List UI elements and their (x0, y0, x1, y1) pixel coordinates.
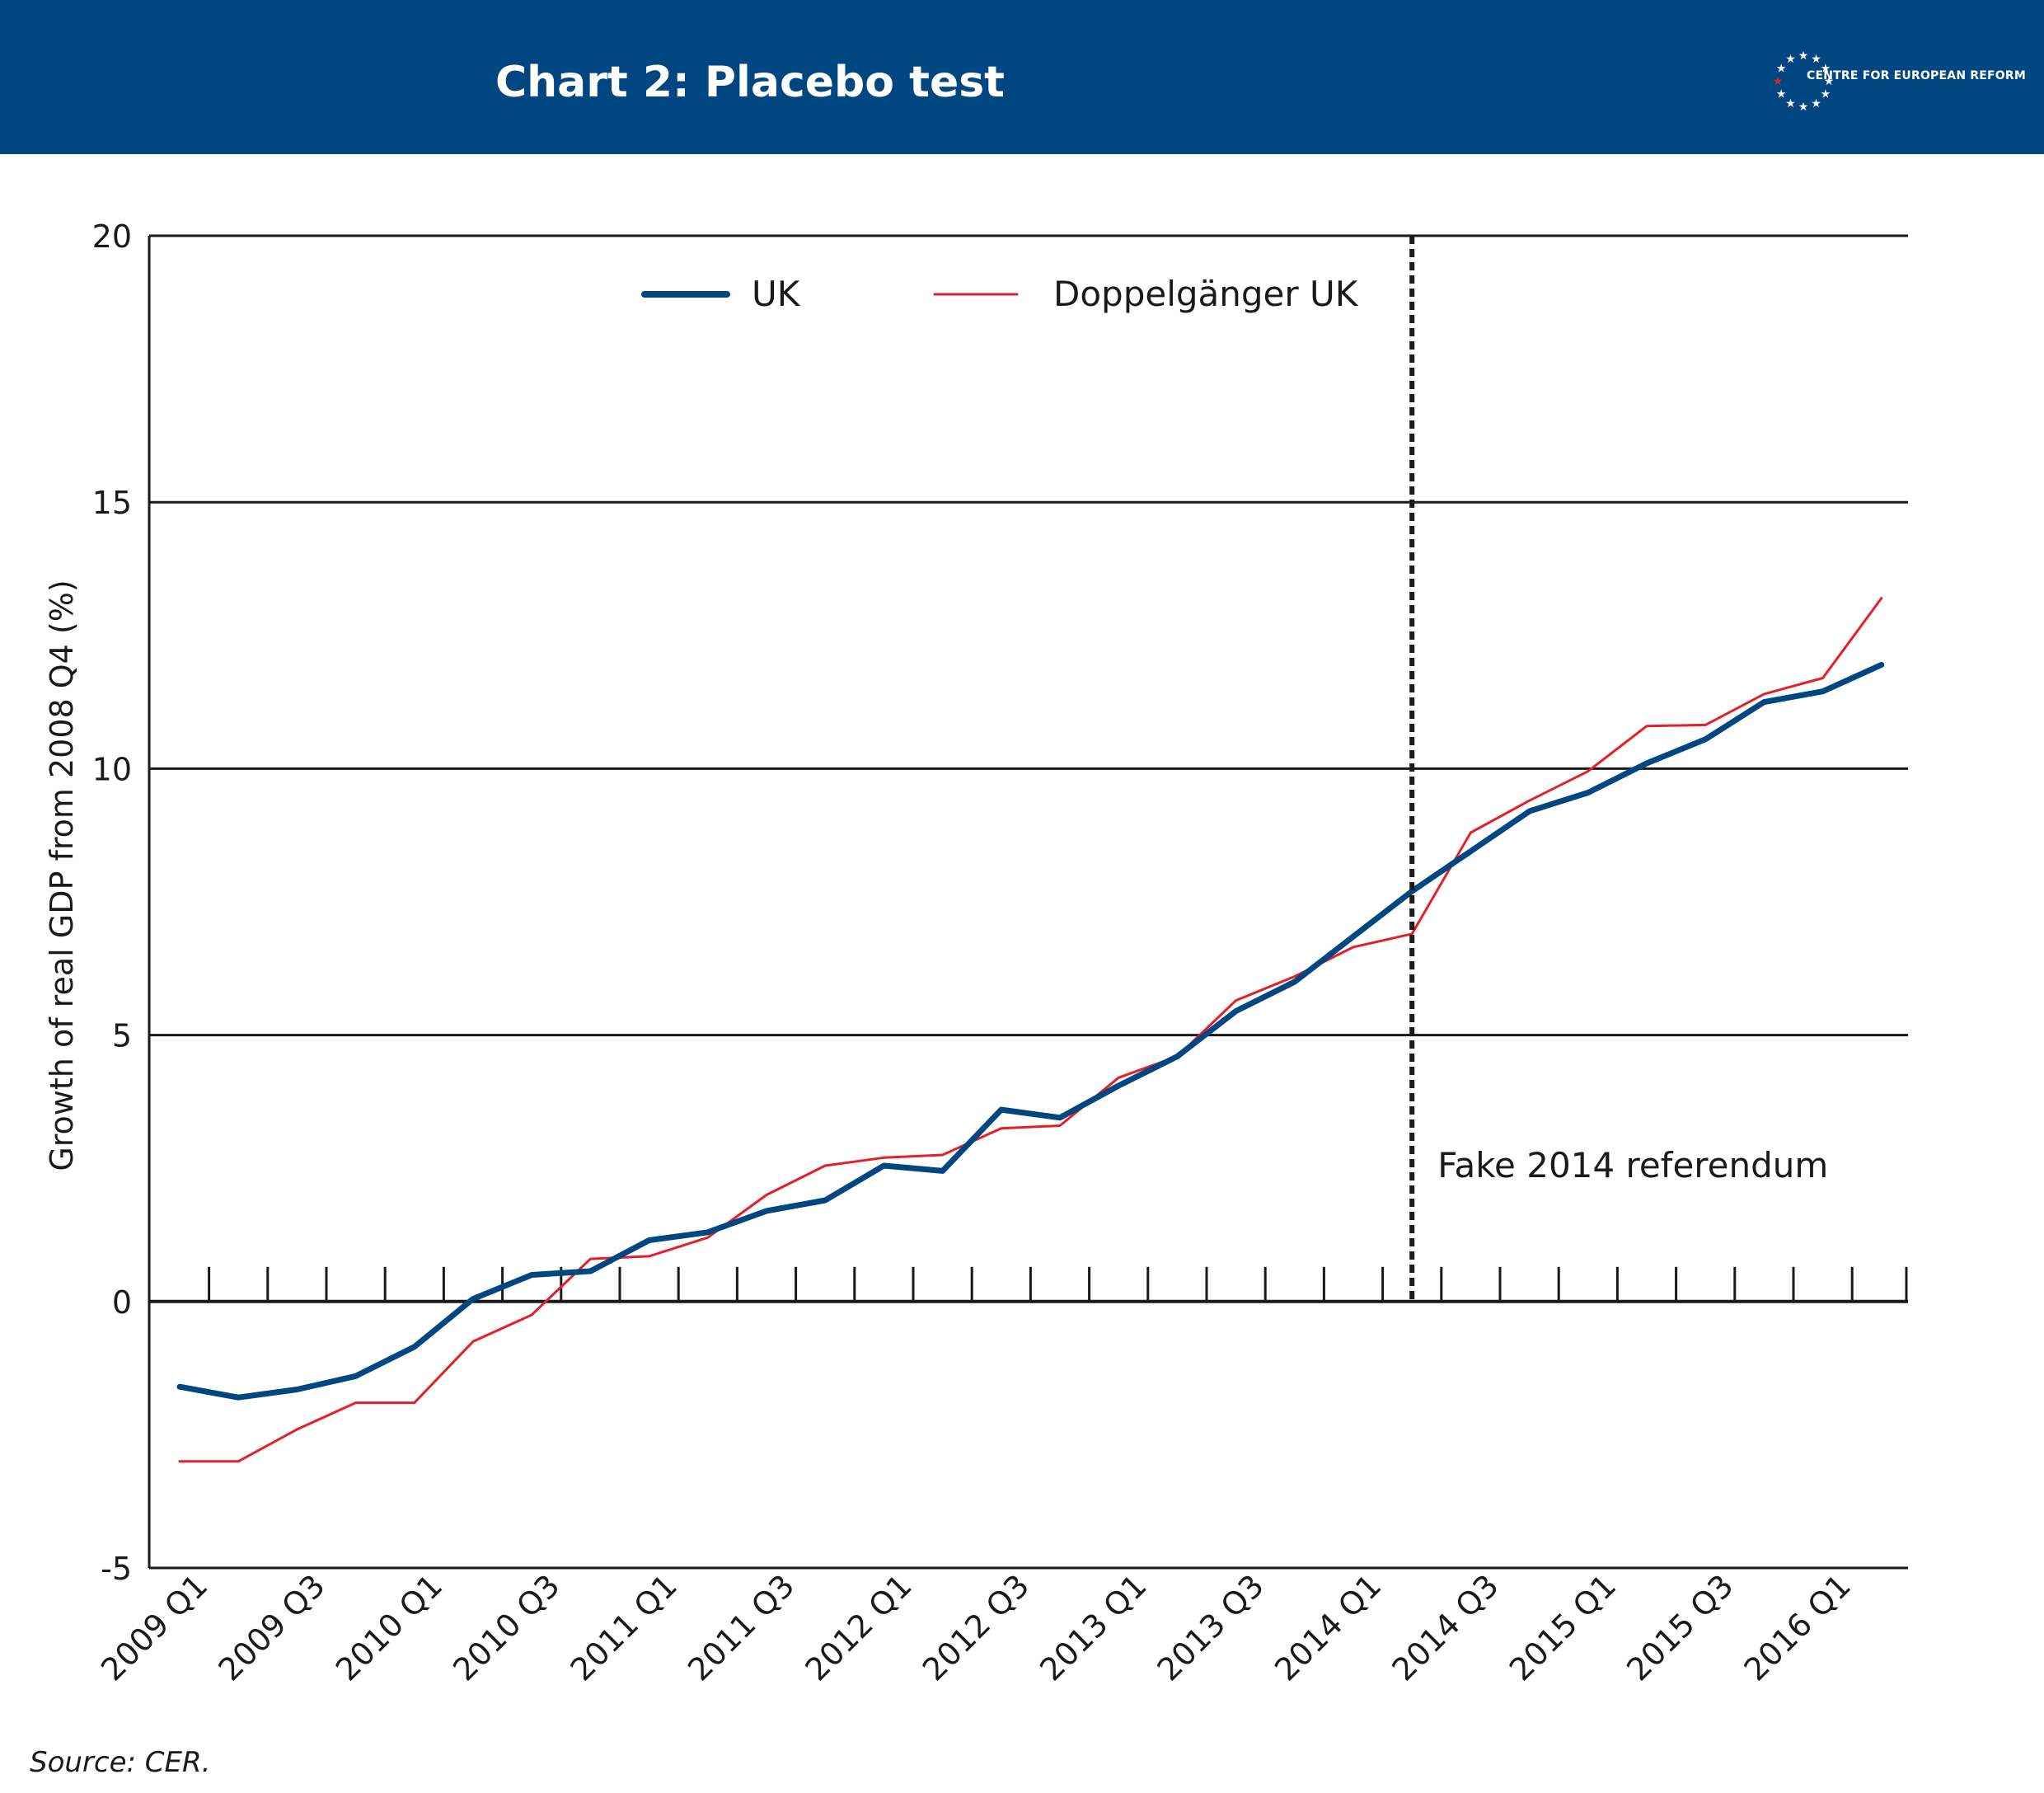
x-tick-label: 2013 Q1 (1033, 1567, 1153, 1687)
legend-label: UK (752, 274, 801, 314)
logo-star: ★ (1821, 88, 1831, 101)
x-tick-label: 2010 Q3 (446, 1567, 566, 1687)
legend: UK Doppelgänger UK (641, 274, 1359, 314)
axes (148, 236, 1908, 1568)
y-tick-label: -5 (101, 1551, 132, 1587)
y-tick-label: 5 (112, 1018, 132, 1054)
logo-star: ★ (1798, 49, 1809, 63)
x-tick-label: 2009 Q3 (211, 1567, 331, 1687)
logo-star: ★ (1811, 53, 1821, 66)
x-tick-label: 2014 Q1 (1268, 1567, 1388, 1687)
x-tick-label: 2012 Q1 (798, 1567, 918, 1687)
logo-star: ★ (1785, 53, 1796, 66)
logo-star: ★ (1785, 97, 1796, 110)
x-tick-label: 2013 Q3 (1151, 1567, 1271, 1687)
logo-star: ★ (1773, 75, 1784, 88)
x-tick-label: 2015 Q3 (1620, 1567, 1740, 1687)
x-tick-label: 2012 Q3 (916, 1567, 1036, 1687)
annotation-label: Fake 2014 referendum (1437, 1145, 1828, 1185)
annotation: Fake 2014 referendum (1409, 236, 1828, 1302)
logo-star: ★ (1821, 63, 1831, 76)
legend-label: Doppelgänger UK (1053, 274, 1359, 314)
x-tick-label: 2015 Q1 (1503, 1567, 1623, 1687)
y-tick-label: 15 (92, 485, 132, 521)
x-tick-label: 2011 Q3 (681, 1567, 801, 1687)
series-line-uk (176, 661, 1885, 1401)
logo-star: ★ (1824, 75, 1835, 88)
cer-logo: ★★★★★★★★★ ★ ★★ (1773, 49, 1835, 114)
y-tick-label: 0 (112, 1284, 132, 1321)
chart-title: Chart 2: Placebo test (495, 58, 1006, 107)
logo-text: CENTRE FOR EUROPEAN REFORM (1807, 69, 2027, 82)
series-line-doppelganger-uk (178, 597, 1883, 1463)
x-tick-label: 2016 Q1 (1737, 1567, 1858, 1687)
y-tick-label: 20 (92, 218, 132, 255)
x-tick-label: 2011 Q1 (564, 1567, 684, 1687)
eu-stars-icon: ★★★★★★★★★ ★ ★★ (1773, 49, 1835, 114)
x-tick-label: 2014 Q3 (1385, 1567, 1505, 1687)
x-tick-label: 2010 Q1 (329, 1567, 449, 1687)
logo-star: ★ (1776, 63, 1787, 76)
y-tick-label: 10 (92, 751, 132, 787)
logo-star: ★ (1811, 97, 1821, 110)
source-note: Source: CER. (30, 1746, 211, 1779)
series-lines (176, 597, 1885, 1463)
grid-lines (149, 234, 1908, 1570)
logo-star: ★ (1776, 88, 1787, 101)
logo-star: ★ (1798, 101, 1809, 114)
chart-header: Chart 2: Placebo test ★ ★ ★ ★ ★ ★ ★ ★ ★ ★ ★ ★ CENTR… (0, 0, 2044, 154)
y-axis-label: Growth of real GDP from 2008 Q4 (%) (44, 580, 80, 1171)
y-tick-labels: -5 0 5 10 15 20 (92, 218, 132, 1587)
